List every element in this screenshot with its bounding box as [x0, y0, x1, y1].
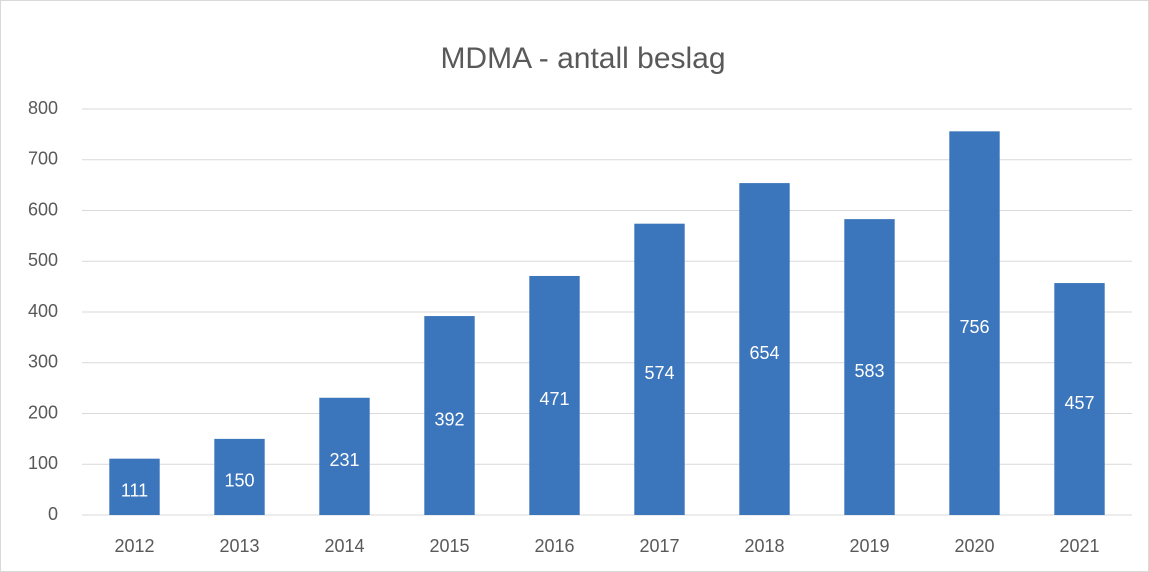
y-tick-label: 500	[28, 250, 58, 270]
value-label: 150	[224, 471, 254, 491]
x-tick-label: 2021	[1059, 536, 1099, 556]
bar	[739, 183, 790, 515]
chart-title: MDMA - antall beslag	[440, 42, 725, 75]
x-tick-label: 2015	[429, 536, 469, 556]
bar	[319, 397, 370, 515]
x-tick-label: 2019	[849, 536, 889, 556]
bar	[529, 275, 580, 515]
value-label: 583	[854, 361, 884, 381]
x-tick-label: 2013	[219, 536, 259, 556]
value-label: 231	[329, 450, 359, 470]
x-tick-label: 2014	[324, 536, 364, 556]
value-label: 756	[959, 317, 989, 337]
value-label: 392	[434, 409, 464, 429]
y-tick-label: 400	[28, 301, 58, 321]
value-label: 111	[121, 481, 148, 501]
x-tick-label: 2018	[744, 536, 784, 556]
y-tick-label: 300	[28, 352, 58, 372]
x-tick-label: 2017	[639, 536, 679, 556]
y-tick-label: 100	[28, 453, 58, 473]
bar	[109, 458, 160, 515]
bar	[634, 223, 685, 515]
value-label: 471	[539, 389, 569, 409]
bar	[424, 316, 475, 515]
x-tick-label: 2012	[114, 536, 154, 556]
value-label: 457	[1064, 393, 1094, 413]
bar	[949, 131, 1000, 515]
y-tick-label: 200	[28, 402, 58, 422]
bar	[844, 219, 895, 515]
y-tick-label: 700	[28, 149, 58, 169]
bar	[1054, 283, 1105, 515]
x-tick-label: 2020	[954, 536, 994, 556]
value-label: 654	[749, 343, 779, 363]
y-tick-label: 0	[48, 504, 58, 524]
y-tick-label: 600	[28, 199, 58, 219]
bar	[214, 438, 265, 515]
x-tick-label: 2016	[534, 536, 574, 556]
y-tick-label: 800	[28, 98, 58, 118]
value-label: 574	[644, 363, 674, 383]
